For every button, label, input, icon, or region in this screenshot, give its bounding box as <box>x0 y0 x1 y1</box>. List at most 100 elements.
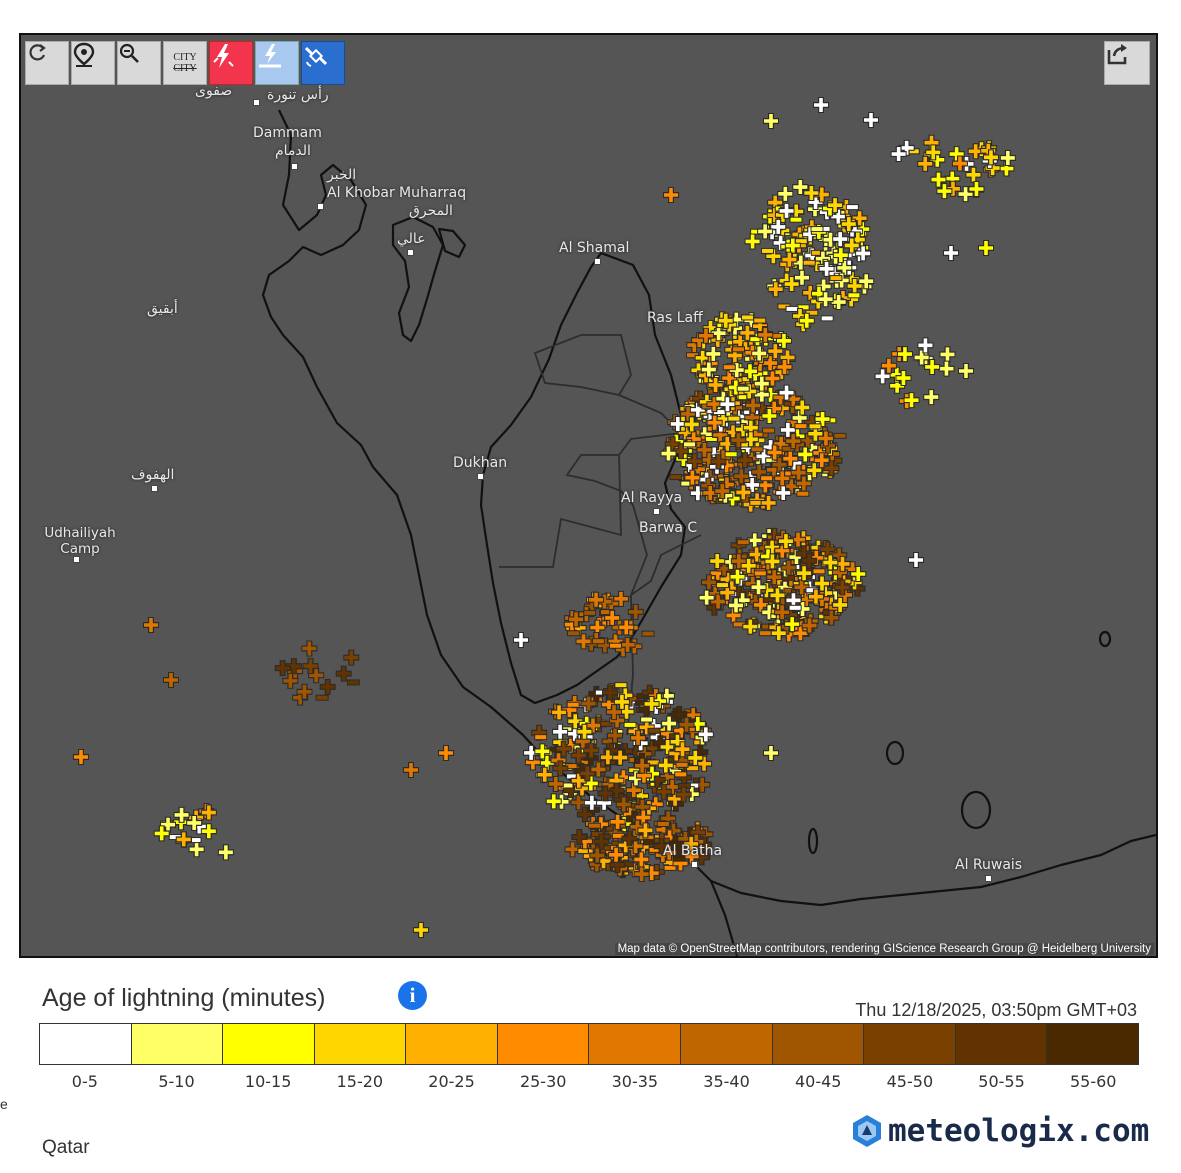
lightning-strike-marker <box>765 540 780 555</box>
lightning-strike-marker <box>778 186 793 201</box>
city-labels-button[interactable]: CITY CITY <box>163 41 207 85</box>
lightning-strike-marker <box>814 98 828 112</box>
lightning-strike-marker <box>796 476 811 491</box>
lightning-strike-marker <box>793 626 808 641</box>
place-marker-al-batha <box>691 861 698 868</box>
lightning-strike-marker <box>613 750 628 765</box>
lightning-strike-marker <box>174 807 189 822</box>
lightning-strike-marker <box>804 185 819 200</box>
lightning-strike-marker <box>583 609 597 616</box>
lightning-strike-marker <box>675 742 690 757</box>
lightning-strike-marker <box>589 592 604 607</box>
age-color-scale <box>39 1023 1139 1065</box>
lightning-strike-marker <box>414 923 428 937</box>
refresh-button[interactable] <box>25 41 69 85</box>
lightning-strike-marker <box>161 817 176 832</box>
lightning-strike-marker <box>802 618 817 633</box>
lightning-strike-marker <box>669 474 683 481</box>
lightning-strike-marker <box>665 437 680 452</box>
map-attribution[interactable]: Map data © OpenStreetMap contributors, r… <box>614 943 1154 955</box>
lightning-strike-marker <box>794 423 808 430</box>
lightning-strike-marker <box>697 756 712 771</box>
lightning-strike-marker <box>553 761 568 776</box>
meteologix-logo[interactable]: meteologix.com <box>850 1113 1149 1149</box>
lightning-strike-marker <box>571 795 586 810</box>
place-label-muharraq: Muharraq <box>399 185 467 201</box>
lightning-strike-marker <box>779 203 794 218</box>
lightning-strike-marker <box>780 422 795 437</box>
lightning-strike-marker <box>852 211 867 226</box>
lightning-map[interactable]: CITY CITY Dammam الدمام الخبر Al Khobar … <box>19 33 1158 958</box>
lightning-strike-marker <box>952 156 967 171</box>
lightning-strike-marker <box>875 369 890 384</box>
lightning-strike-marker <box>741 314 755 321</box>
lightning-strike-marker <box>758 327 773 342</box>
lightning-strike-marker <box>818 431 833 446</box>
lightning-strike-marker <box>784 277 799 292</box>
lightning-strike-marker <box>565 842 580 857</box>
lightning-strike-marker <box>607 705 622 720</box>
lightning-strike-marker <box>831 209 846 224</box>
lightning-strike-marker <box>684 417 699 432</box>
age-scale-label: 20-25 <box>428 1072 475 1091</box>
zoom-out-button[interactable] <box>117 41 161 85</box>
lightning-strike-marker <box>594 834 609 849</box>
age-swatch <box>314 1024 407 1064</box>
map-canvas[interactable] <box>21 35 1156 956</box>
lightning-toggle-button[interactable] <box>209 41 253 85</box>
lightning-strike-marker <box>966 167 981 182</box>
info-icon[interactable]: i <box>398 981 427 1010</box>
place-marker-al-shamal <box>594 258 601 265</box>
lightning-strike-marker <box>820 315 834 322</box>
lightning-strike-marker <box>283 673 298 688</box>
lightning-strike-marker <box>753 317 767 324</box>
lightning-strike-marker <box>740 325 755 340</box>
lightning-strike-marker <box>734 469 749 484</box>
lightning-strike-marker <box>164 673 178 687</box>
lightning-strike-marker <box>623 721 637 728</box>
place-label-khobar: Al Khobar <box>327 185 395 201</box>
lightning-strike-marker <box>891 147 906 162</box>
lightning-strike-marker <box>926 145 941 160</box>
lightning-strike-marker <box>754 376 769 391</box>
lightning-strike-marker <box>634 867 649 882</box>
lightning-strike-marker <box>833 248 848 263</box>
lightning-strike-marker <box>681 406 696 421</box>
lightning-strike-marker <box>275 661 290 676</box>
lightning-strike-marker <box>983 150 998 165</box>
lightning-strike-marker <box>767 445 782 460</box>
lightning-strike-marker <box>909 553 923 567</box>
lightning-strike-marker <box>747 533 762 548</box>
lightning-strike-marker <box>944 246 958 260</box>
location-button[interactable] <box>71 41 115 85</box>
lightning-strike-marker <box>959 364 973 378</box>
lightning-strike-marker <box>656 784 671 799</box>
lightning-strike-marker <box>835 580 850 595</box>
place-marker-safwa <box>253 99 260 106</box>
age-scale-label: 30-35 <box>611 1072 659 1091</box>
lightning-strike-marker <box>668 836 683 851</box>
share-button[interactable] <box>1104 41 1150 85</box>
lightning-strike-marker <box>897 347 912 362</box>
lightning-strike-marker <box>591 638 605 645</box>
lightning-strike-marker <box>566 701 580 708</box>
lightning-strike-marker <box>585 718 600 733</box>
lightning-ground-button[interactable] <box>255 41 299 85</box>
lightning-strike-marker <box>815 576 830 591</box>
lightning-strike-marker <box>844 238 859 253</box>
lightning-strike-marker <box>674 771 688 778</box>
lightning-strike-marker <box>672 707 687 722</box>
lightning-strike-marker <box>786 434 801 449</box>
lightning-strike-marker <box>771 626 786 641</box>
lightning-strike-marker <box>722 371 737 386</box>
lightning-strike-marker <box>687 454 702 469</box>
lightning-strike-marker <box>762 427 776 434</box>
lightning-strike-marker <box>776 485 791 500</box>
satellite-button[interactable] <box>301 41 345 85</box>
age-swatch <box>223 1024 315 1064</box>
lightning-strike-marker <box>778 534 793 549</box>
lightning-strike-marker <box>722 364 736 371</box>
lightning-strike-marker <box>587 822 601 829</box>
lightning-strike-marker <box>670 416 685 431</box>
meteologix-logo-icon <box>853 1115 881 1147</box>
